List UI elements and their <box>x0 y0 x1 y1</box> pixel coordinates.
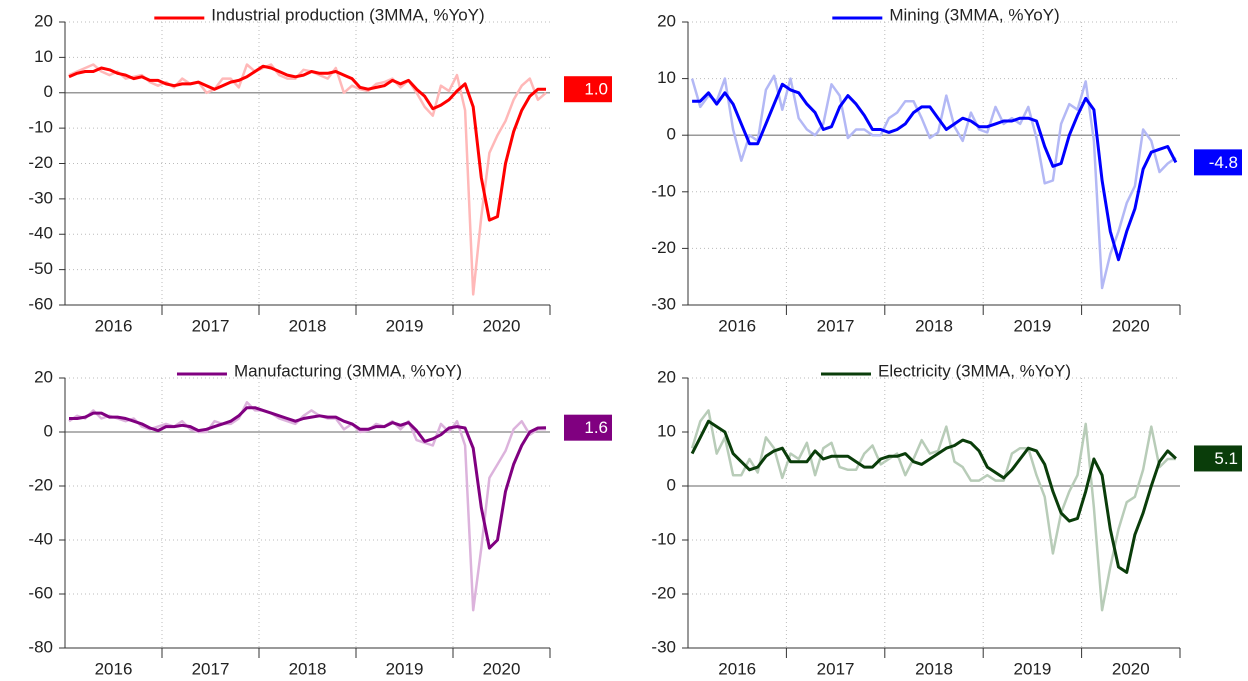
legend: Mining (3MMA, %YoY) <box>832 5 1060 24</box>
x-tick-label: 2019 <box>386 659 424 678</box>
y-tick-label: -30 <box>28 188 53 207</box>
y-tick-label: -30 <box>651 294 676 313</box>
y-tick-label: -80 <box>28 637 53 656</box>
x-tick-label: 2020 <box>1112 659 1150 678</box>
legend-label: Industrial production (3MMA, %YoY) <box>211 5 484 24</box>
average-line <box>692 82 1178 262</box>
value-label: 5.1 <box>1214 449 1238 468</box>
y-tick-label: -10 <box>651 181 676 200</box>
y-tick-label: -60 <box>28 583 53 602</box>
x-tick-label: 2016 <box>95 316 133 335</box>
x-tick-label: 2016 <box>95 659 133 678</box>
y-tick-label: 10 <box>657 68 676 87</box>
x-tick-label: 2016 <box>718 316 756 335</box>
x-tick-label: 2017 <box>192 316 230 335</box>
x-tick-label: 2018 <box>289 659 327 678</box>
average-line <box>68 64 546 222</box>
value-label-box <box>564 414 612 441</box>
y-tick-label: 0 <box>667 475 676 494</box>
value-label: 1.6 <box>584 418 608 437</box>
x-tick-label: 2020 <box>1112 316 1150 335</box>
monthly-line <box>690 409 1176 612</box>
value-label: -4.8 <box>1209 153 1238 172</box>
y-tick-label: -60 <box>28 294 53 313</box>
y-tick-label: -40 <box>28 224 53 243</box>
x-tick-label: 2018 <box>915 316 953 335</box>
x-tick-label: 2020 <box>483 316 521 335</box>
monthly-line <box>68 63 547 296</box>
y-tick-label: 10 <box>34 47 53 66</box>
y-tick-label: -20 <box>651 238 676 257</box>
y-tick-label: -30 <box>651 637 676 656</box>
y-tick-label: -20 <box>28 475 53 494</box>
y-tick-label: -20 <box>28 153 53 172</box>
x-tick-label: 2017 <box>192 659 230 678</box>
y-tick-label: -10 <box>28 118 53 137</box>
y-tick-label: 20 <box>657 367 676 386</box>
x-tick-label: 2020 <box>483 659 521 678</box>
value-label-box <box>564 76 612 103</box>
x-tick-label: 2017 <box>817 316 855 335</box>
y-tick-label: 0 <box>667 125 676 144</box>
x-tick-label: 2018 <box>915 659 953 678</box>
y-tick-label: -10 <box>651 529 676 548</box>
value-label-box <box>1194 149 1242 176</box>
monthly-line <box>690 74 1177 290</box>
legend-label: Electricity (3MMA, %YoY) <box>878 361 1071 380</box>
y-tick-label: -20 <box>651 583 676 602</box>
x-tick-label: 2016 <box>718 659 756 678</box>
legend: Industrial production (3MMA, %YoY) <box>154 5 485 24</box>
average-line <box>69 406 547 550</box>
legend: Electricity (3MMA, %YoY) <box>820 361 1071 380</box>
y-tick-label: 10 <box>657 421 676 440</box>
y-tick-label: 20 <box>34 11 53 30</box>
y-tick-label: 20 <box>657 11 676 30</box>
y-tick-label: 20 <box>34 367 53 386</box>
y-tick-label: 0 <box>44 421 53 440</box>
y-tick-label: 0 <box>44 82 53 101</box>
x-tick-label: 2019 <box>386 316 424 335</box>
y-tick-label: -40 <box>28 529 53 548</box>
legend-label: Manufacturing (3MMA, %YoY) <box>234 361 462 380</box>
x-tick-label: 2017 <box>817 659 855 678</box>
value-label-box <box>1194 445 1242 472</box>
average-line <box>690 419 1177 574</box>
x-tick-label: 2019 <box>1013 316 1051 335</box>
legend-label: Mining (3MMA, %YoY) <box>889 5 1059 24</box>
x-tick-label: 2018 <box>289 316 327 335</box>
monthly-line <box>68 401 546 612</box>
x-tick-label: 2019 <box>1013 659 1051 678</box>
legend: Manufacturing (3MMA, %YoY) <box>176 361 462 380</box>
value-label: 1.0 <box>584 80 608 99</box>
y-tick-label: -50 <box>28 259 53 278</box>
